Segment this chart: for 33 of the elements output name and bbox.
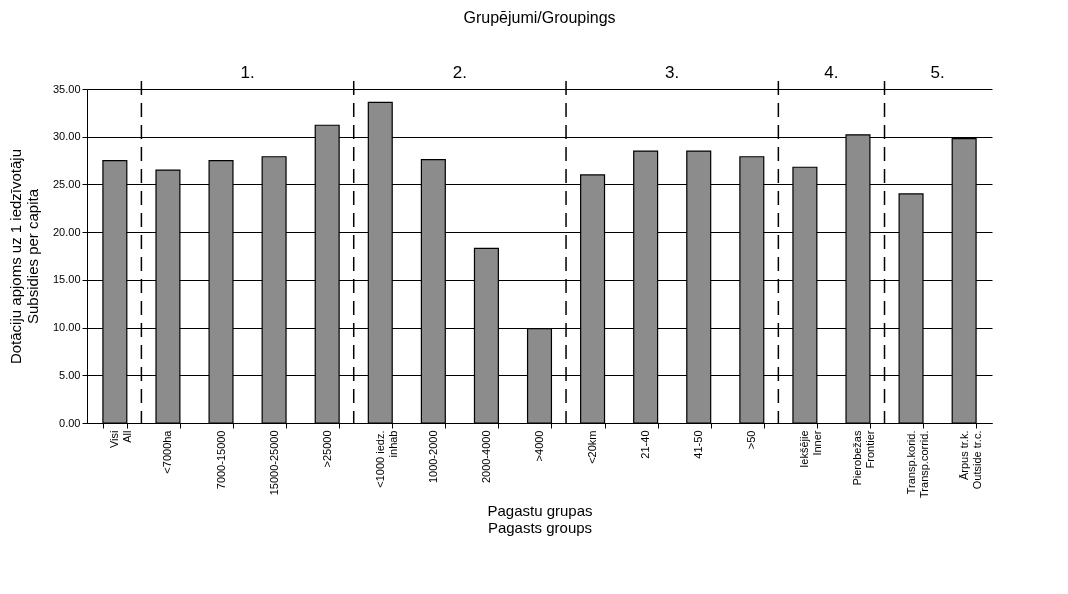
x-tick-label: 7000-15000 [214,430,227,490]
y-tick-label: 30.00 [52,130,81,143]
text: 5. [930,63,945,82]
x-tick-label: <1000 iedz. inhab [373,430,399,488]
x-tick-label: <20km [586,430,599,464]
y-axis-title: Dotāciju apjoms uz 1 iedzīvotāju Subsidies per capita [6,148,41,365]
x-tick-label: 2000-4000 [479,430,492,484]
x-tick-label: Ārpus tr.k. Outside tr.c. [957,430,983,490]
x-tick-label: 15000-25000 [267,430,280,496]
x-axis-title: Pagastu grupas Pagasts groups [487,501,593,536]
x-tick-label: Pierobežas Frontier [851,430,877,486]
text: 4. [824,63,839,82]
x-tick-label: 41-50 [692,430,705,459]
x-tick-label: Iekšējie Inner [798,430,824,468]
chart-title: Grupējumi/Groupings [463,9,616,26]
x-tick-label: >25000 [320,430,333,468]
y-tick-label: 25.00 [52,177,81,190]
x-tick-label: <7000ha [161,429,174,474]
y-tick-label: 15.00 [52,273,81,286]
y-tick-label: 0.00 [59,416,81,429]
text: 1. [240,63,255,82]
y-tick-label: 20.00 [52,225,81,238]
x-tick-label: Transp.korid. Transp.corrid. [904,430,930,498]
x-tick-label: 1000-2000 [426,430,439,484]
x-tick-label: Visi All [108,430,134,449]
x-tick-label: >50 [745,430,758,450]
y-tick-label: 10.00 [52,321,81,334]
text: 2. [452,63,467,82]
text: 3. [665,63,680,82]
y-tick-label: 35.00 [52,82,81,95]
x-tick-label: 21-40 [639,430,652,459]
x-tick-label: >4000 [533,430,545,462]
y-tick-label: 5.00 [59,368,81,381]
